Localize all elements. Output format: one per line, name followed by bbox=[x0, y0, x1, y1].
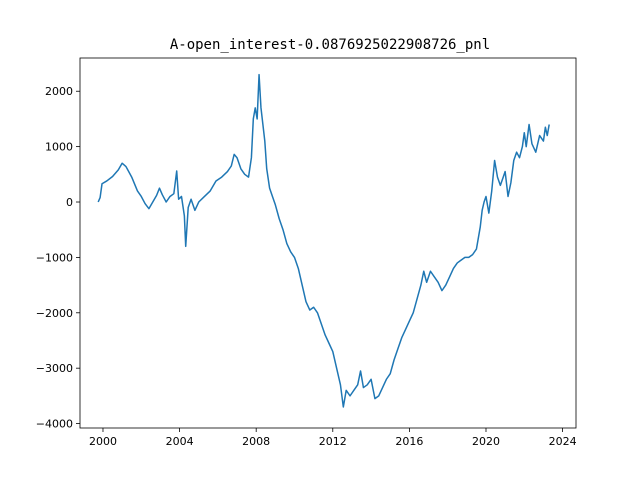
y-tick-label: 0 bbox=[66, 196, 73, 209]
series-line bbox=[97, 73, 550, 408]
plot-frame bbox=[79, 57, 577, 429]
x-tick-label: 2020 bbox=[472, 435, 500, 448]
x-tick-label: 2004 bbox=[166, 435, 194, 448]
y-tick-label: −2000 bbox=[36, 307, 73, 320]
x-tick-label: 2024 bbox=[549, 435, 577, 448]
x-tick-label: 2000 bbox=[89, 435, 117, 448]
y-tick-label: −1000 bbox=[36, 251, 73, 264]
plot-area bbox=[79, 57, 577, 429]
x-tick-label: 2008 bbox=[242, 435, 270, 448]
chart-title: A-open_interest-0.0876925022908726_pnl bbox=[170, 37, 490, 53]
x-tick-label: 2016 bbox=[395, 435, 423, 448]
x-axis: 2000 2004 2008 2012 2016 2020 2024 bbox=[89, 428, 577, 448]
y-tick-label: 1000 bbox=[45, 141, 73, 154]
y-tick-label: −3000 bbox=[36, 362, 73, 375]
y-tick-label: 2000 bbox=[45, 85, 73, 98]
y-axis: −4000 −3000 −2000 −1000 0 1000 2000 bbox=[36, 85, 80, 431]
y-tick-label: −4000 bbox=[36, 418, 73, 431]
x-tick-label: 2012 bbox=[319, 435, 347, 448]
